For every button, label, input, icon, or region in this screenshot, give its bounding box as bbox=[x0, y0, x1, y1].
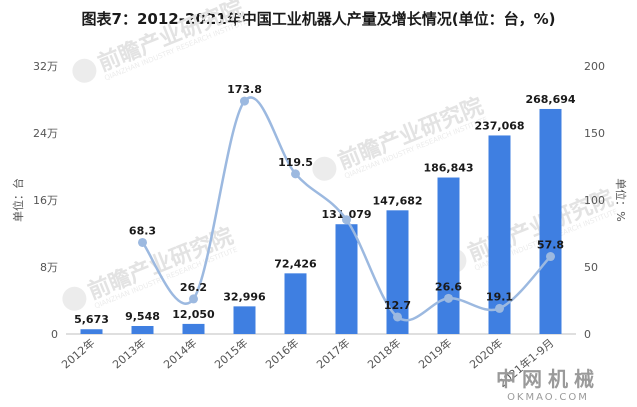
watermark-text: 前瞻产业研究院 bbox=[84, 223, 237, 305]
growth-point bbox=[240, 96, 249, 106]
growth-point bbox=[291, 169, 300, 179]
bar-value-label: 186,843 bbox=[423, 162, 473, 175]
x-axis-labels: 2012年 2013年 2014年 2015年 2016年 2017年 2018年 2019年… bbox=[59, 336, 557, 390]
growth-value-label: 12.7 bbox=[384, 299, 411, 312]
y-left-axis-title: 单位：台 bbox=[11, 178, 25, 222]
y-right-tick-label: 50 bbox=[584, 261, 598, 274]
chart-title: 图表7：2012-2021年中国工业机器人产量及增长情况(单位：台，%) bbox=[81, 10, 556, 28]
x-tick-label: 2018年 bbox=[365, 336, 404, 372]
y-right-tick-label: 100 bbox=[584, 194, 605, 207]
watermark-logo-mark bbox=[62, 286, 87, 311]
bar-value-label: 237,068 bbox=[474, 119, 524, 132]
y-right-axis-title: 单位：% bbox=[614, 178, 628, 221]
growth-line bbox=[141, 96, 552, 322]
y-left-tick-label: 32万 bbox=[33, 60, 58, 73]
bar bbox=[182, 323, 205, 334]
growth-value-label: 26.2 bbox=[180, 281, 207, 294]
y-left-tick-label: 8万 bbox=[40, 261, 58, 274]
growth-point bbox=[393, 312, 402, 322]
watermark-text: 前瞻产业研究院 bbox=[94, 0, 247, 77]
x-tick-label: 2016年 bbox=[263, 336, 302, 372]
growth-value-label: 26.6 bbox=[435, 280, 462, 293]
bar-value-label: 5,673 bbox=[74, 313, 109, 326]
bar-value-label: 131,079 bbox=[321, 208, 371, 221]
bar-value-label: 12,050 bbox=[172, 308, 215, 321]
growth-value-label: 57.8 bbox=[537, 239, 564, 252]
growth-point bbox=[495, 303, 504, 313]
x-tick-label: 2012年 bbox=[59, 336, 98, 372]
x-tick-label: 2019年 bbox=[416, 336, 455, 372]
bar bbox=[386, 210, 409, 334]
brand-name-cn: 中网机械 bbox=[496, 367, 600, 391]
bar bbox=[80, 329, 103, 334]
growth-line-series: 68.3 26.2 173.8 119.5 12.7 26.6 19.1 57.8 bbox=[129, 83, 564, 322]
bar bbox=[488, 135, 511, 334]
y-left-tick-label: 16万 bbox=[33, 194, 58, 207]
growth-point bbox=[342, 215, 351, 225]
bar-value-label: 268,694 bbox=[525, 93, 575, 106]
x-tick-label: 2014年 bbox=[161, 336, 200, 372]
growth-value-label: 68.3 bbox=[129, 224, 156, 237]
bar bbox=[284, 273, 307, 334]
y-right-tick-label: 0 bbox=[584, 328, 591, 341]
watermark-logo-mark bbox=[72, 58, 97, 83]
growth-point bbox=[546, 252, 555, 262]
bar bbox=[437, 177, 460, 334]
bar-series: 5,673 9,548 12,050 32,996 72,426 131,079147,6… bbox=[74, 93, 576, 334]
bar bbox=[233, 306, 256, 334]
bar-value-label: 72,426 bbox=[274, 257, 317, 270]
growth-value-label: 19.1 bbox=[486, 290, 513, 303]
bar-value-label: 9,548 bbox=[125, 310, 160, 323]
x-tick-label: 2015年 bbox=[212, 336, 251, 372]
x-tick-label: 2013年 bbox=[110, 336, 149, 372]
bar-value-label: 32,996 bbox=[223, 290, 266, 303]
brand-name-en: OKMAO.COM bbox=[507, 392, 589, 403]
watermark-logo-mark bbox=[312, 156, 337, 181]
bar bbox=[539, 108, 562, 334]
bar-value-label: 147,682 bbox=[372, 194, 422, 207]
growth-point bbox=[138, 237, 147, 247]
bar bbox=[131, 326, 154, 334]
x-tick-label: 2017年 bbox=[314, 336, 353, 372]
y-right-tick-label: 200 bbox=[584, 60, 605, 73]
y-left-tick-label: 0 bbox=[51, 328, 58, 341]
y-left-tick-label: 24万 bbox=[33, 127, 58, 140]
x-tick-label: 2020年 bbox=[467, 336, 506, 372]
growth-value-label: 173.8 bbox=[227, 83, 262, 96]
growth-point bbox=[444, 293, 453, 303]
bar bbox=[335, 224, 358, 334]
growth-point bbox=[189, 294, 198, 304]
growth-value-label: 119.5 bbox=[278, 156, 313, 169]
y-right-tick-label: 150 bbox=[584, 127, 605, 140]
